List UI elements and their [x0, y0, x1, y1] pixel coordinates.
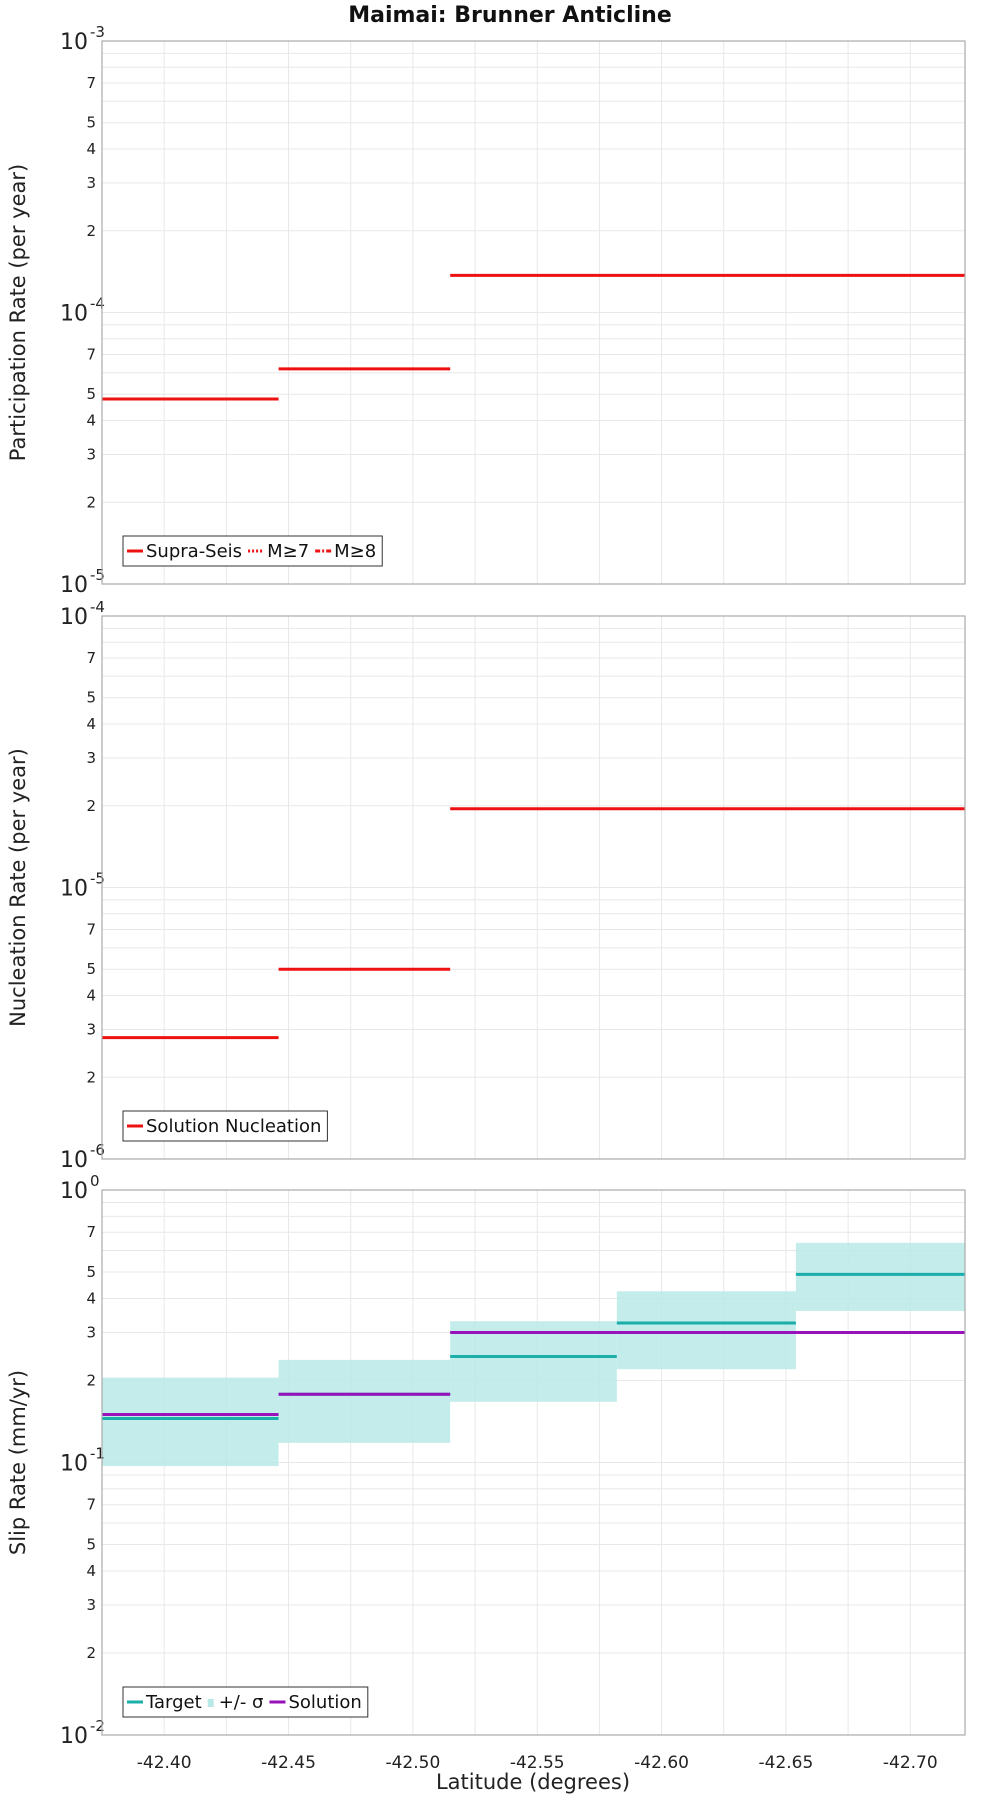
y-tick-label: 10 [60, 1148, 88, 1173]
y-tick-label: 5 [86, 385, 96, 403]
y-tick-label: 5 [86, 1536, 96, 1554]
y-tick-label: 4 [86, 715, 96, 733]
y-tick-exponent: -6 [90, 1141, 105, 1159]
y-tick-label: 3 [86, 749, 96, 767]
y-tick-label: 5 [86, 689, 96, 707]
x-ticks: -42.40 -42.45 -42.50 -42.55 -42.60 -42.65 -42.… [137, 1753, 938, 1773]
y-tick-label: 10 [60, 1452, 88, 1477]
x-tick-label: -42.45 [261, 1753, 316, 1773]
y-axis-title: Nucleation Rate (per year) [6, 748, 30, 1027]
y-tick-exponent: -2 [90, 1717, 105, 1735]
x-axis-title: Latitude (degrees) [436, 1770, 630, 1794]
y-tick-label: 2 [86, 797, 96, 815]
plot-frame [101, 615, 966, 1160]
y-tick-label: 7 [86, 1496, 96, 1514]
y-tick-label: 7 [86, 74, 96, 92]
y-tick-label: 2 [86, 1068, 96, 1086]
y-tick-exponent: 0 [90, 1172, 100, 1190]
x-tick-label: -42.70 [883, 1753, 938, 1773]
y-tick-exponent: -4 [90, 598, 105, 616]
x-tick-label: -42.65 [759, 1753, 814, 1773]
y-tick-label: 3 [86, 174, 96, 192]
y-tick-label: 7 [86, 649, 96, 667]
y-tick-label: 10 [60, 1179, 88, 1204]
legend-label: Supra-Seis [146, 541, 242, 562]
legend: Supra-Seis M≥7 M≥8 [122, 535, 383, 567]
sigma-band [795, 1242, 965, 1311]
y-tick-label: 10 [60, 573, 88, 598]
y-tick-label: 2 [86, 493, 96, 511]
sigma-band [616, 1291, 796, 1370]
y-tick-exponent: -1 [90, 1445, 105, 1463]
sigma-band [102, 1377, 279, 1467]
y-tick-label: 10 [60, 302, 88, 327]
y-tick-label: 10 [60, 877, 88, 902]
y-tick-label: 3 [86, 1596, 96, 1614]
y-axis-title: Slip Rate (mm/yr) [6, 1370, 30, 1555]
y-tick-label: 2 [86, 1371, 96, 1389]
x-tick-label: -42.50 [385, 1753, 440, 1773]
y-tick-exponent: -4 [90, 295, 105, 313]
plot-frame [101, 40, 966, 585]
y-tick-exponent: -3 [90, 23, 105, 41]
legend-box [122, 1686, 369, 1718]
y-tick-label: 2 [86, 1644, 96, 1662]
y-tick-label: 10 [60, 30, 88, 55]
y-axis-title: Participation Rate (per year) [6, 164, 30, 461]
legend-label: M≥8 [334, 541, 376, 562]
grid [101, 41, 965, 585]
legend-label: Target [145, 1692, 202, 1713]
sigma-band [450, 1321, 617, 1402]
x-tick-label: -42.60 [634, 1753, 689, 1773]
legend-label: Solution Nucleation [146, 1116, 321, 1137]
legend-label: Solution [288, 1692, 361, 1713]
legend-box [122, 1110, 328, 1142]
legend: Target +/- σ Solution [122, 1686, 369, 1718]
y-tick-label: 10 [60, 605, 88, 630]
y-tick-label: 10 [60, 1724, 88, 1749]
y-tick-label: 4 [86, 1289, 96, 1307]
y-tick-label: 4 [86, 1562, 96, 1580]
y-tick-label: 4 [86, 140, 96, 158]
grid [101, 616, 965, 1160]
y-tick-label: 5 [86, 114, 96, 132]
y-tick-label: 7 [86, 1223, 96, 1241]
y-tick-label: 3 [86, 445, 96, 463]
legend: Solution Nucleation [122, 1110, 328, 1142]
y-tick-label: 3 [86, 1323, 96, 1341]
y-tick-label: 7 [86, 921, 96, 939]
y-tick-label: 2 [86, 222, 96, 240]
y-tick-exponent: -5 [90, 566, 105, 584]
y-tick-exponent: -5 [90, 870, 105, 888]
y-tick-label: 4 [86, 987, 96, 1005]
y-tick-label: 5 [86, 1263, 96, 1281]
y-tick-label: 4 [86, 412, 96, 430]
y-tick-label: 7 [86, 346, 96, 364]
figure-title: Maimai: Brunner Anticline [348, 3, 672, 28]
legend-label: +/- σ [219, 1692, 264, 1713]
plot-frame [101, 1189, 966, 1736]
x-tick-label: -42.40 [137, 1753, 192, 1773]
y-tick-label: 5 [86, 960, 96, 978]
legend-swatch [207, 1699, 214, 1707]
y-tick-label: 3 [86, 1020, 96, 1038]
legend-label: M≥7 [267, 541, 309, 562]
x-tick-label: -42.55 [510, 1753, 565, 1773]
sigma-band [278, 1359, 451, 1443]
